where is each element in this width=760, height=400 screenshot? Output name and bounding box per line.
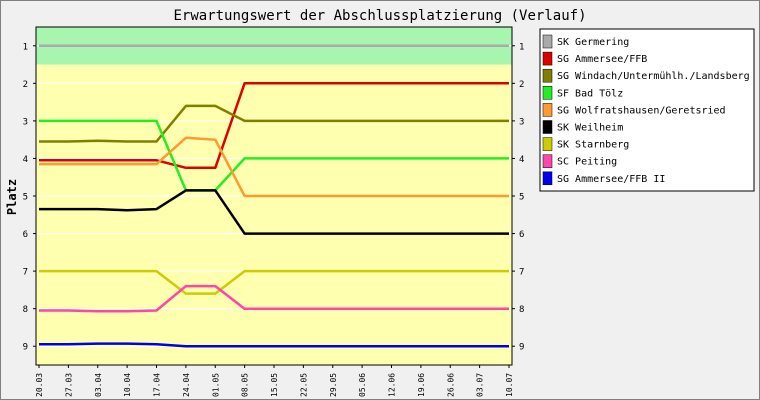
legend-entry-7: SC Peiting	[557, 157, 617, 168]
y-tick-label-left: 6	[23, 230, 28, 240]
y-tick-label-left: 4	[23, 155, 28, 165]
x-tick-label: 24.04	[182, 373, 191, 397]
series-line-5	[39, 189, 509, 235]
x-tick-label: 15.05	[270, 373, 279, 397]
y-tick-label-left: 2	[23, 80, 28, 90]
chart-title: Erwartungswert der Abschlussplatzierung …	[173, 8, 586, 24]
series-line-7	[39, 284, 509, 313]
x-tick-label: 27.03	[64, 373, 73, 397]
y-axis-label: Platz	[5, 179, 19, 215]
y-tick-label-left: 1	[23, 42, 28, 52]
legend-entry-8: SG Ammersee/FFB II	[557, 174, 665, 185]
legend-swatch-2	[542, 68, 553, 83]
x-tick-label: 12.06	[388, 373, 397, 397]
x-tick-labels: 20.03 27.03 03.04 10.04 17.04 24.04 01.05 08.05…	[35, 365, 514, 397]
x-tick-label: 17.04	[153, 373, 162, 397]
legend-swatch-7	[542, 154, 553, 168]
y-tick-label-right: 1	[519, 42, 524, 52]
series-line-8	[39, 342, 509, 348]
x-tick-label: 05.06	[358, 373, 367, 397]
x-tick-label: 19.06	[417, 373, 426, 397]
y-tick-label-left: 5	[23, 193, 28, 203]
series-lines	[39, 44, 509, 348]
y-tick-labels-right: 1 2 3 4 5 6 7 8 9	[519, 42, 524, 352]
legend-entry-2: SG Windach/Untermühlh./Landsberg	[557, 71, 750, 82]
y-tick-label-right: 3	[519, 117, 524, 127]
x-tick-label: 22.05	[299, 373, 308, 397]
legend-swatch-5	[542, 120, 553, 134]
legend-entry-4: SG Wolfratshausen/Geretsried	[557, 105, 726, 116]
series-line-6	[39, 269, 509, 295]
x-tick-label: 10.04	[123, 373, 132, 397]
x-tick-label: 10.07	[505, 373, 514, 397]
series-line-4	[39, 136, 509, 198]
x-tick-label: 08.05	[241, 373, 250, 397]
legend-entry-6: SK Starnberg	[557, 140, 629, 151]
legend-swatch-0	[542, 34, 553, 49]
x-tick-label: 01.05	[211, 373, 220, 397]
x-tick-label: 29.05	[329, 373, 338, 397]
series-line-3	[39, 119, 509, 192]
y-tick-label-right: 6	[519, 230, 524, 240]
y-tick-label-right: 8	[519, 305, 524, 315]
y-tick-label-left: 3	[23, 117, 28, 127]
plot-bands	[36, 27, 512, 366]
x-tick-label: 26.06	[446, 373, 455, 397]
x-tick-label: 03.04	[94, 373, 103, 397]
y-tick-label-right: 2	[519, 80, 524, 90]
legend-swatch-8	[542, 171, 553, 186]
legend-box	[539, 28, 755, 192]
series-line-2	[39, 104, 509, 143]
y-tick-label-left: 9	[23, 343, 28, 353]
legend-swatch-4	[542, 103, 553, 117]
y-tick-label-right: 4	[519, 155, 524, 165]
y-tick-label-right: 5	[519, 193, 524, 203]
legend-swatch-3	[542, 86, 553, 100]
band-1	[36, 64, 512, 366]
legend-entry-0: SK Germering	[557, 37, 629, 48]
legend: SK Germering SG Ammersee/FFB SG Windach/Un…	[539, 28, 755, 192]
y-tick-label-left: 7	[23, 268, 28, 278]
legend-entry-5: SK Weilheim	[557, 123, 623, 134]
legend-swatch-6	[542, 137, 553, 151]
y-tick-label-right: 7	[519, 268, 524, 278]
y-tick-label-right: 9	[519, 343, 524, 353]
x-tick-label: 03.07	[476, 373, 485, 397]
legend-entry-3: SF Bad Tölz	[557, 88, 623, 99]
legend-entry-1: SG Ammersee/FFB	[557, 54, 647, 65]
series-line-1	[39, 82, 509, 170]
y-tick-labels-left: 1 2 3 4 5 6 7 8 9	[23, 42, 28, 352]
legend-swatch-1	[542, 51, 553, 66]
x-tick-label: 20.03	[35, 373, 44, 397]
y-tick-label-left: 8	[23, 305, 28, 315]
